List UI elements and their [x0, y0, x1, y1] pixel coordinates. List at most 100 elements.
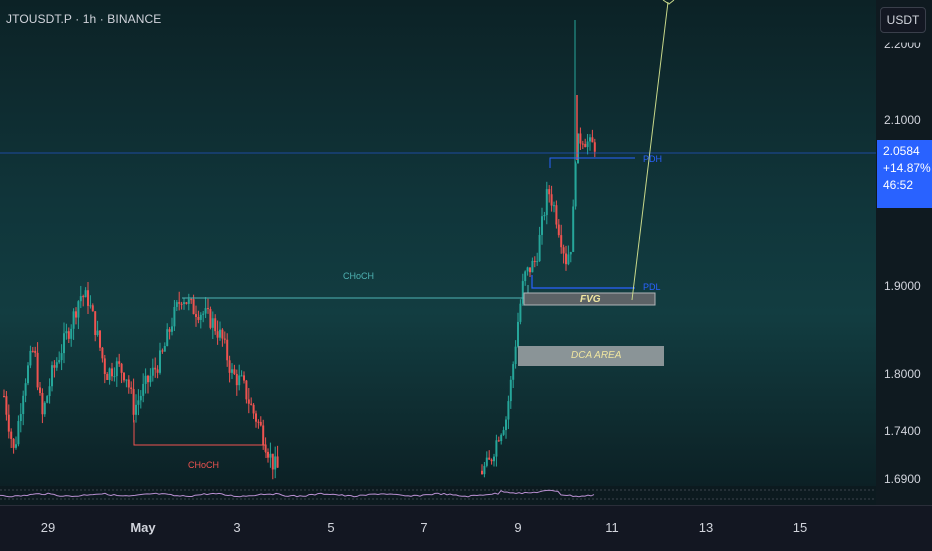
- left-candle-80: [195, 305, 197, 327]
- left-candle-112: [271, 453, 274, 480]
- right-candle-21: [531, 257, 534, 273]
- right-candle-body-8: [500, 434, 503, 442]
- left-candle-body-29: [72, 311, 75, 329]
- left-candle-46: [113, 367, 116, 382]
- right-candle-30: [553, 201, 555, 213]
- left-candle-6: [17, 415, 20, 447]
- pdl-label[interactable]: PDL: [643, 282, 661, 292]
- left-candle-36: [89, 295, 92, 309]
- right-candle-18: [524, 270, 527, 286]
- left-candle-76: [185, 301, 188, 305]
- time-tick-may: May: [130, 520, 156, 535]
- left-candle-body-71: [173, 306, 176, 327]
- price-axis[interactable]: [876, 0, 932, 505]
- right-candle-24: [538, 226, 541, 262]
- projection-arrow-head: [662, 0, 675, 5]
- right-candle-39: [574, 161, 577, 210]
- right-candle-23: [536, 252, 539, 266]
- right-candle-body-14: [514, 346, 517, 365]
- left-candle-104: [252, 403, 255, 420]
- left-candle-33: [82, 294, 85, 307]
- right-candle-0: [481, 464, 483, 475]
- left-candle-body-4: [12, 438, 15, 448]
- left-candle-13: [34, 346, 37, 357]
- oscillator-background: [0, 486, 876, 505]
- dca-area-label[interactable]: DCA AREA: [571, 350, 622, 361]
- left-candle-42: [103, 354, 106, 384]
- pdh-label[interactable]: PDH: [643, 154, 663, 164]
- right-candle-body-27: [545, 189, 548, 216]
- candles-group: [3, 20, 596, 480]
- left-candle-body-37: [91, 305, 94, 312]
- right-candle-32: [557, 219, 560, 238]
- left-candle-18: [46, 395, 49, 404]
- right-candle-body-33: [560, 235, 563, 248]
- left-candle-body-66: [161, 350, 164, 352]
- candlestick-chart[interactable]: [0, 0, 876, 505]
- left-candle-body-63: [154, 367, 157, 370]
- left-candle-body-26: [65, 331, 68, 334]
- left-candle-body-53: [130, 387, 133, 390]
- left-candle-69: [168, 327, 171, 340]
- pdh-line: [549, 157, 635, 168]
- right-candle-body-40: [577, 133, 579, 164]
- left-candle-body-113: [274, 456, 277, 470]
- left-candle-body-84: [204, 308, 207, 314]
- axis-corner: [876, 505, 932, 551]
- left-candle-44: [108, 367, 111, 385]
- left-candle-32: [79, 285, 82, 309]
- left-candle-27: [67, 327, 70, 344]
- price-tick-1-7400: 1.7400: [884, 424, 921, 438]
- right-candle-body-4: [490, 459, 493, 462]
- left-candle-body-11: [29, 350, 32, 366]
- right-candle-43: [584, 138, 587, 148]
- time-tick-15: 15: [792, 520, 808, 535]
- right-candle-4: [490, 458, 493, 465]
- left-candle-body-83: [202, 313, 205, 315]
- left-candle-16: [41, 388, 44, 424]
- left-candle-body-97: [235, 373, 238, 386]
- right-candle-body-2: [485, 457, 488, 466]
- left-candle-100: [243, 371, 245, 384]
- left-candle-body-7: [19, 414, 22, 422]
- left-candle-body-17: [43, 402, 46, 415]
- left-candle-89: [216, 320, 219, 345]
- left-candle-body-19: [48, 386, 51, 397]
- left-candle-body-65: [159, 350, 161, 373]
- left-candle-body-93: [226, 339, 229, 361]
- left-candle-113: [274, 446, 277, 479]
- last-price-label: 2.0584 +14.87% 46:52: [877, 140, 932, 208]
- right-candle-body-42: [581, 143, 584, 145]
- right-candle-46: [591, 129, 594, 143]
- right-candle-body-25: [541, 216, 543, 235]
- left-candle-34: [84, 287, 87, 298]
- right-candle-16: [519, 299, 522, 325]
- left-candle-59: [144, 368, 147, 394]
- left-candle-50: [123, 372, 125, 383]
- left-candle-body-27: [67, 331, 70, 339]
- left-candle-body-49: [120, 363, 123, 373]
- time-axis[interactable]: [0, 505, 876, 551]
- left-candle-31: [77, 300, 80, 330]
- right-candle-body-26: [543, 215, 546, 217]
- right-candle-body-0: [481, 470, 483, 475]
- right-candle-14: [514, 340, 517, 369]
- left-candle-body-70: [171, 326, 173, 332]
- left-candle-body-0: [3, 396, 5, 397]
- right-candle-35: [565, 245, 567, 271]
- left-candle-body-80: [195, 314, 197, 317]
- left-candle-body-88: [214, 318, 217, 332]
- chart-canvas[interactable]: [0, 0, 876, 505]
- left-candle-body-15: [39, 387, 41, 393]
- left-candle-58: [142, 373, 145, 403]
- choch-label-top[interactable]: CHoCH: [343, 271, 375, 281]
- left-candle-body-91: [221, 329, 224, 339]
- left-candle-91: [221, 328, 224, 347]
- right-candle-45: [589, 134, 591, 151]
- left-candle-72: [175, 300, 178, 311]
- currency-button[interactable]: USDT: [880, 7, 926, 33]
- choch-label-bottom[interactable]: CHoCH: [188, 460, 220, 470]
- left-candle-110: [267, 448, 269, 463]
- left-candle-9: [24, 378, 27, 403]
- fvg-label[interactable]: FVG: [580, 294, 601, 305]
